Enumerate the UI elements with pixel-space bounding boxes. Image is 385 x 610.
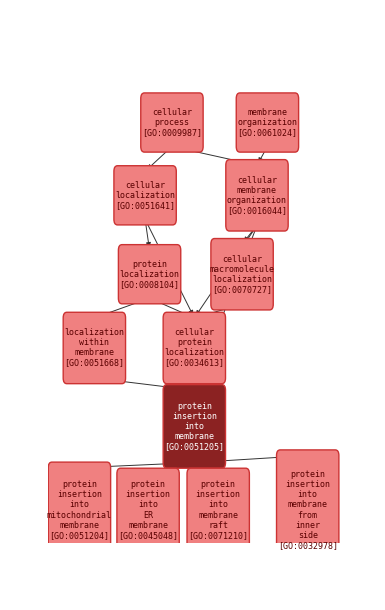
Text: cellular
macromolecule
localization
[GO:0070727]: cellular macromolecule localization [GO:… <box>209 254 275 294</box>
Text: protein
insertion
into
mitochondrial
membrane
[GO:0051204]: protein insertion into mitochondrial mem… <box>47 481 112 540</box>
Text: protein
insertion
into
membrane
from
inner
side
[GO:0032978]: protein insertion into membrane from inn… <box>278 470 338 550</box>
FancyBboxPatch shape <box>63 312 126 384</box>
FancyBboxPatch shape <box>114 166 176 225</box>
Text: protein
insertion
into
membrane
[GO:0051205]: protein insertion into membrane [GO:0051… <box>164 402 224 451</box>
FancyBboxPatch shape <box>163 312 226 384</box>
FancyBboxPatch shape <box>211 239 273 310</box>
Text: localization
within
membrane
[GO:0051668]: localization within membrane [GO:0051668… <box>64 328 124 368</box>
Text: cellular
membrane
organization
[GO:0016044]: cellular membrane organization [GO:00160… <box>227 176 287 215</box>
Text: cellular
process
[GO:0009987]: cellular process [GO:0009987] <box>142 108 202 137</box>
FancyBboxPatch shape <box>276 450 339 570</box>
FancyBboxPatch shape <box>48 462 110 558</box>
Text: protein
localization
[GO:0008104]: protein localization [GO:0008104] <box>120 260 179 289</box>
FancyBboxPatch shape <box>236 93 299 152</box>
Text: membrane
organization
[GO:0061024]: membrane organization [GO:0061024] <box>238 108 298 137</box>
FancyBboxPatch shape <box>117 468 179 552</box>
FancyBboxPatch shape <box>119 245 181 304</box>
FancyBboxPatch shape <box>226 160 288 231</box>
Text: protein
insertion
into
ER
membrane
[GO:0045048]: protein insertion into ER membrane [GO:0… <box>118 481 178 540</box>
Text: protein
insertion
into
membrane
raft
[GO:0071210]: protein insertion into membrane raft [GO… <box>188 481 248 540</box>
FancyBboxPatch shape <box>187 468 249 552</box>
Text: cellular
localization
[GO:0051641]: cellular localization [GO:0051641] <box>115 181 175 210</box>
FancyBboxPatch shape <box>141 93 203 152</box>
FancyBboxPatch shape <box>163 385 226 468</box>
Text: cellular
protein
localization
[GO:0034613]: cellular protein localization [GO:003461… <box>164 328 224 368</box>
